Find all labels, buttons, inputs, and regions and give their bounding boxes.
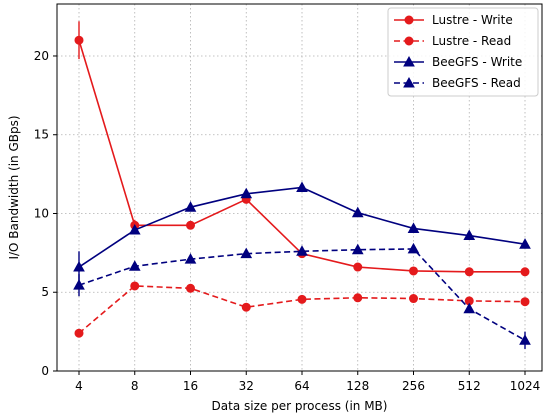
legend-entry: Lustre - Write [394, 13, 513, 27]
legend-label: Lustre - Read [432, 34, 511, 48]
series-3 [73, 242, 531, 349]
y-tick-label: 5 [41, 285, 49, 299]
data-point [184, 201, 197, 212]
x-tick-label: 8 [131, 379, 139, 393]
legend-marker [404, 36, 414, 46]
y-tick-label: 0 [41, 364, 49, 378]
legend-marker [403, 76, 415, 88]
data-point [297, 294, 307, 304]
data-point [241, 302, 251, 312]
legend-box [387, 7, 539, 97]
data-point [184, 253, 197, 264]
data-point [296, 181, 308, 192]
data-point [186, 220, 195, 230]
y-tick-label: 15 [34, 128, 49, 142]
y-tick-label: 10 [34, 206, 49, 220]
series-line [78, 248, 526, 341]
legend-label: Lustre - Write [432, 13, 513, 27]
x-tick-label: 32 [239, 379, 254, 393]
legend-entry: BeeGFS - Write [394, 55, 522, 69]
series-1 [74, 281, 530, 338]
data-point [407, 222, 420, 233]
data-point [240, 187, 253, 199]
x-tick-label: 16 [183, 379, 198, 393]
legend-label: BeeGFS - Write [432, 55, 522, 69]
y-axis-ticks: 0 5 10 15 20 [34, 49, 57, 378]
data-point [351, 243, 364, 255]
data-point [296, 245, 308, 256]
plot-frame [56, 3, 543, 372]
legend-marker [404, 15, 414, 25]
data-point [407, 242, 420, 254]
series-layer [73, 21, 531, 349]
data-point [130, 281, 140, 291]
data-point [519, 238, 531, 249]
y-tick-label: 20 [34, 49, 49, 63]
x-tick-label: 64 [294, 379, 309, 393]
data-point [186, 283, 195, 293]
data-point [353, 293, 363, 303]
x-tick-label: 512 [458, 379, 481, 393]
data-point [351, 206, 364, 218]
data-point [520, 297, 530, 307]
data-point [463, 229, 476, 241]
data-point [520, 267, 530, 277]
x-tick-label: 4 [75, 379, 83, 393]
data-point [74, 328, 84, 338]
x-tick-label: 128 [346, 379, 369, 393]
x-tick-label: 256 [402, 379, 425, 393]
data-point [128, 223, 141, 235]
data-point [463, 302, 476, 314]
data-point [74, 35, 84, 45]
data-point [519, 334, 531, 345]
legend-entry: BeeGFS - Read [394, 76, 521, 90]
x-axis-ticks: 4 8 16 32 64 128 256 512 1024 [75, 371, 540, 393]
data-point [128, 260, 141, 271]
legend-entry: Lustre - Read [394, 34, 511, 48]
x-tick-label: 1024 [510, 379, 541, 393]
x-axis-label: Data size per process (in MB) [212, 399, 388, 413]
data-point [464, 267, 474, 277]
data-point [73, 261, 85, 272]
series-2 [73, 181, 531, 283]
y-axis-label: I/O Bandwidth (in GBps) [7, 115, 21, 259]
data-point [409, 266, 418, 276]
legend: Lustre - Write Lustre - Read BeeGFS - Writ… [387, 7, 539, 97]
legend-marker [403, 55, 415, 67]
data-point [73, 279, 85, 290]
series-line [78, 285, 526, 334]
legend-label: BeeGFS - Read [432, 76, 521, 90]
data-point [240, 247, 253, 259]
data-point [353, 262, 363, 272]
data-point [409, 294, 418, 304]
